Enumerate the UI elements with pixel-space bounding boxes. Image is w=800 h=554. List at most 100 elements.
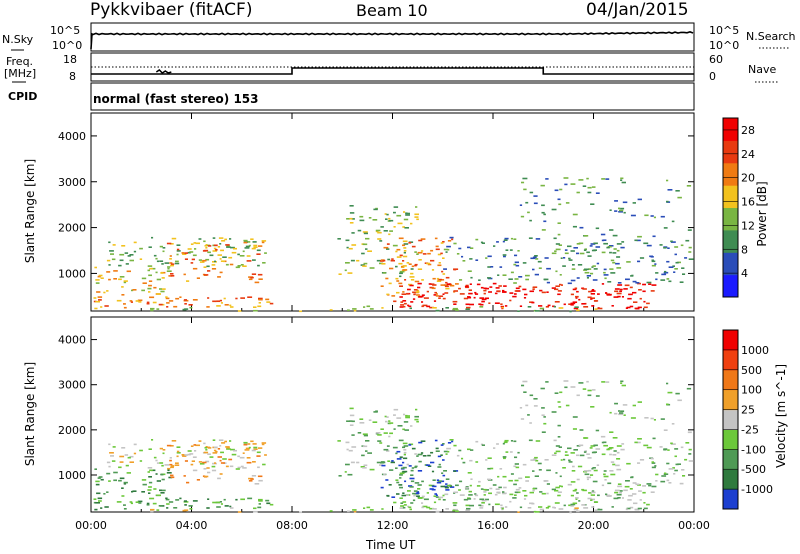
velocity-echo [498, 486, 502, 489]
velocity-echo [514, 491, 519, 494]
power-echo [184, 303, 187, 305]
velocity-echo [377, 440, 382, 442]
power-echo [525, 274, 530, 277]
velocity-ytick-label: 1000 [58, 469, 86, 482]
velocity-echo [654, 465, 657, 467]
power-echo [496, 241, 499, 243]
power-echo [575, 295, 579, 298]
power-echo [576, 191, 580, 194]
power-echo [637, 306, 642, 309]
power-echo [619, 209, 624, 212]
power-echo [642, 283, 646, 286]
velocity-echo [168, 476, 173, 479]
power-echo [349, 222, 354, 224]
power-echo [449, 236, 454, 239]
velocity-echo [225, 465, 229, 468]
power-echo [261, 241, 265, 244]
velocity-echo [257, 466, 260, 469]
velocity-echo [214, 462, 216, 464]
power-echo [522, 177, 528, 180]
power-echo [399, 275, 402, 278]
power-echo [385, 277, 389, 280]
velocity-echo [554, 392, 559, 394]
power-colorbar-tick-label: 4 [741, 267, 748, 280]
power-echo [603, 239, 607, 241]
power-colorbar-cell [723, 229, 738, 253]
velocity-echo [160, 473, 164, 476]
velocity-echo [412, 499, 416, 502]
power-echo [211, 268, 217, 270]
velocity-echo [545, 381, 549, 383]
power-echo [399, 272, 403, 275]
velocity-echo [153, 456, 157, 459]
power-echo [510, 271, 514, 274]
power-echo [530, 257, 536, 260]
power-echo [591, 289, 595, 291]
velocity-echo [366, 506, 371, 509]
power-echo [616, 249, 620, 252]
power-echo [534, 310, 540, 312]
freq-label-2: [MHz] [4, 67, 37, 80]
velocity-echo [132, 490, 137, 492]
power-echo [121, 245, 126, 247]
power-echo [149, 296, 155, 299]
power-echo [545, 306, 549, 308]
power-echo [233, 247, 237, 250]
power-echo [183, 299, 187, 301]
power-echo [547, 304, 551, 307]
power-echo [409, 284, 414, 287]
velocity-echo [463, 498, 469, 501]
power-echo [519, 204, 523, 206]
velocity-echo [487, 467, 491, 470]
power-echo [97, 296, 103, 298]
power-echo [495, 287, 500, 289]
power-echo [493, 245, 496, 247]
velocity-colorbar-cell [723, 469, 738, 490]
power-echo [416, 218, 419, 221]
power-echo [451, 238, 454, 241]
power-echo [383, 230, 388, 232]
velocity-echo [593, 469, 598, 472]
velocity-echo [351, 420, 355, 423]
power-echo [162, 250, 165, 253]
power-echo [601, 251, 606, 254]
power-echo [502, 240, 505, 243]
velocity-echo [416, 455, 419, 457]
power-echo [597, 293, 600, 295]
velocity-echo [570, 481, 576, 483]
velocity-echo [546, 469, 551, 472]
power-echo [487, 255, 492, 258]
velocity-echo [435, 510, 440, 513]
velocity-echo [159, 447, 163, 450]
cpid-text: normal (fast stereo) 153 [93, 92, 259, 106]
power-echo [228, 256, 233, 259]
velocity-echo [445, 478, 450, 480]
power-echo [558, 203, 562, 206]
power-echo [586, 277, 589, 279]
velocity-echo [500, 504, 503, 507]
nsky-tick-hi: 10^5 [50, 24, 81, 37]
power-echo [346, 218, 351, 220]
velocity-echo [212, 452, 218, 454]
power-echo [654, 263, 657, 265]
velocity-echo [183, 500, 187, 502]
power-echo [541, 291, 546, 294]
velocity-echo [543, 422, 547, 425]
power-echo [361, 252, 365, 255]
velocity-echo [505, 451, 509, 453]
power-echo [587, 255, 592, 257]
power-echo [543, 220, 547, 223]
velocity-echo [445, 489, 450, 491]
power-echo [650, 256, 654, 258]
power-echo [623, 288, 628, 290]
velocity-echo [514, 463, 519, 465]
power-colorbar-cell [723, 162, 738, 186]
velocity-echo [667, 391, 673, 394]
velocity-echo [187, 450, 192, 452]
power-echo [349, 205, 354, 207]
power-echo [651, 259, 654, 262]
power-echo [123, 280, 128, 282]
velocity-echo [551, 454, 557, 456]
power-echo [168, 300, 174, 302]
power-echo [363, 262, 368, 265]
